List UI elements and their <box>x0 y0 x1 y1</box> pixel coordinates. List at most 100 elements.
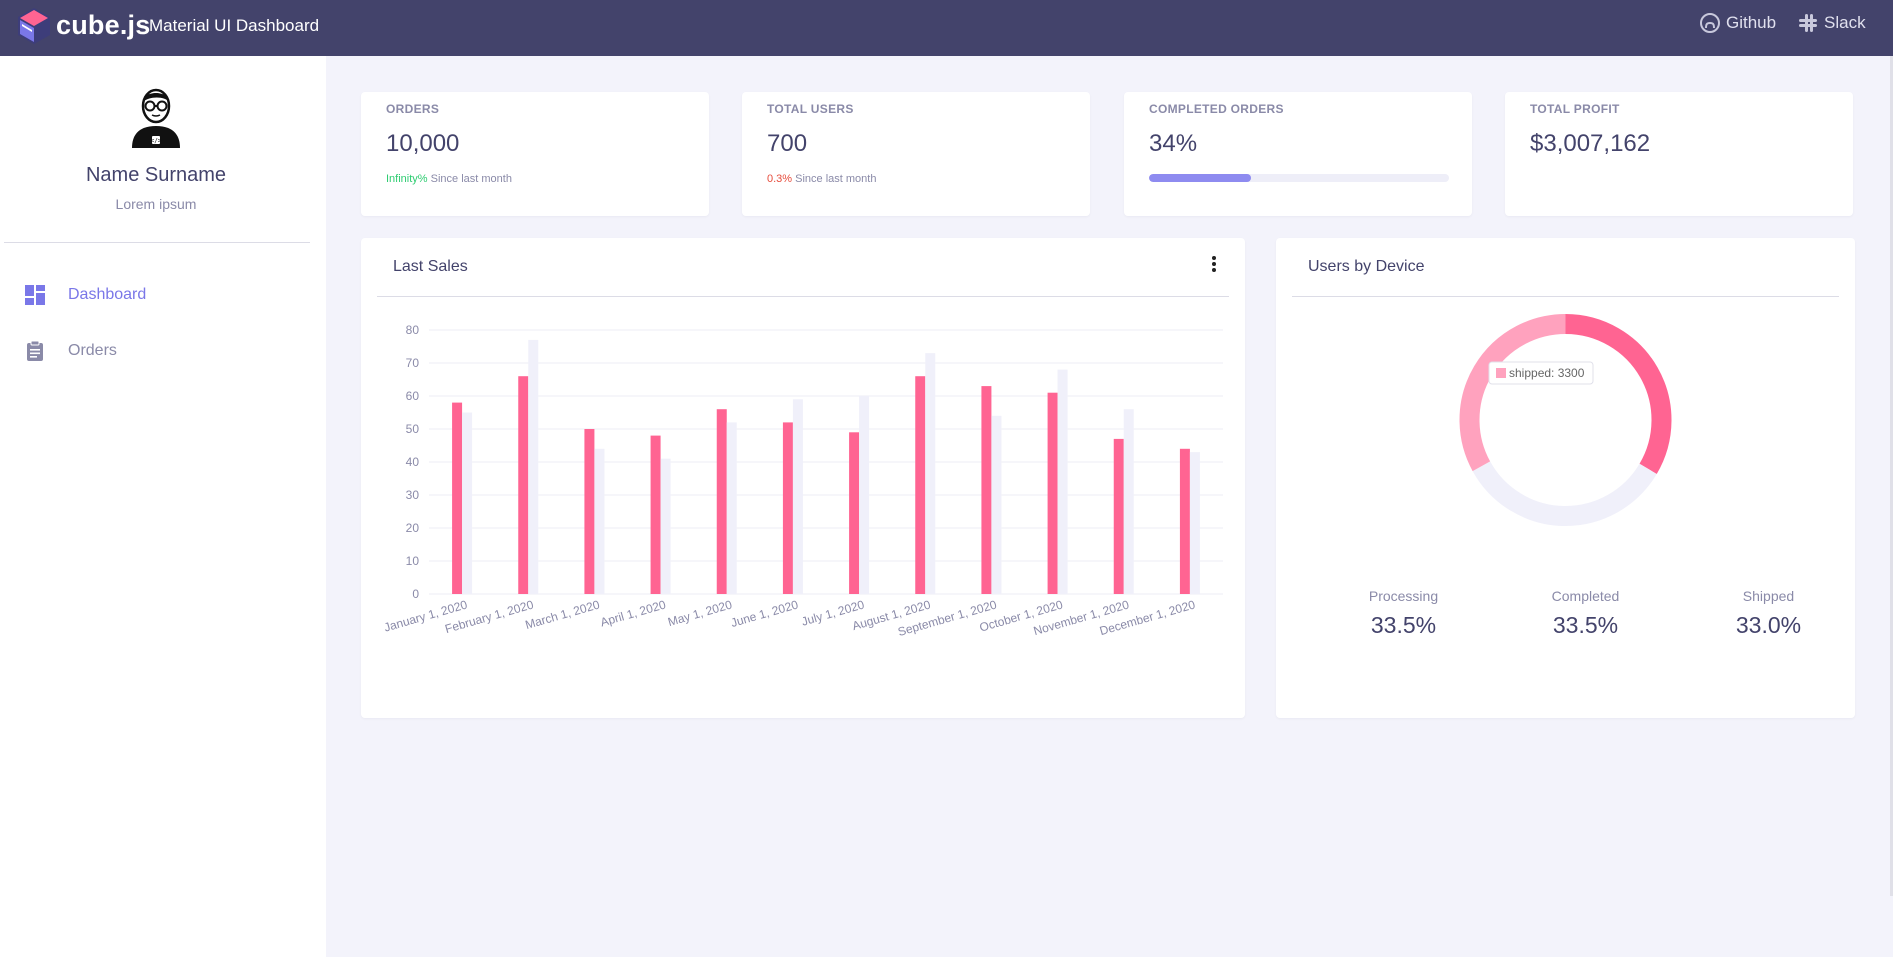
kpi-value: $3,007,162 <box>1530 130 1651 157</box>
brand-name[interactable]: cube.js <box>56 10 151 40</box>
bar-series-2[interactable] <box>462 412 473 595</box>
bar-series-2[interactable] <box>528 339 539 594</box>
sidebar-item-orders[interactable]: Orders <box>24 340 117 362</box>
bar-series-2[interactable] <box>859 396 870 594</box>
legend-value: 33.0% <box>1735 612 1802 638</box>
kpi-change-value: Infinity% <box>386 173 428 185</box>
svg-text:</>: </> <box>151 138 162 145</box>
slack-icon <box>1799 14 1817 32</box>
kpi-change: 0.3% Since last month <box>767 173 876 185</box>
panel-divider <box>377 296 1229 297</box>
last-sales-title: Last Sales <box>393 258 468 275</box>
bar-series-2[interactable] <box>991 415 1002 594</box>
app-title: Material UI Dashboard <box>149 16 320 35</box>
y-tick-label: 70 <box>406 356 420 370</box>
bar-series-1[interactable] <box>452 402 463 594</box>
kpi-change-note: Since last month <box>795 173 877 185</box>
kpi-card-orders: ORDERS 10,000 Infinity% Since last month <box>361 92 709 216</box>
user-name: Name Surname <box>85 164 227 186</box>
users-by-device-title: Users by Device <box>1308 258 1425 275</box>
completed-orders-progress <box>1149 174 1449 182</box>
tooltip-text: shipped: 3300 <box>1509 366 1585 380</box>
bar-series-2[interactable] <box>1189 452 1200 594</box>
bar-series-2[interactable] <box>594 448 605 594</box>
more-vert-icon[interactable] <box>1209 254 1219 274</box>
github-icon <box>1700 13 1720 33</box>
cubejs-logo-icon[interactable] <box>18 8 50 44</box>
legend-value: 33.5% <box>1370 612 1437 638</box>
legend-label: Processing <box>1368 588 1439 604</box>
legend-processing: Processing 33.5% <box>1312 588 1495 639</box>
y-tick-label: 60 <box>406 389 420 403</box>
slack-link-label: Slack <box>1824 13 1866 32</box>
slack-link[interactable]: Slack <box>1798 13 1866 33</box>
clipboard-icon <box>27 340 43 361</box>
kpi-label: TOTAL USERS <box>767 102 854 116</box>
legend-completed: Completed 33.5% <box>1494 588 1677 639</box>
sidebar-item-label: Orders <box>68 342 117 359</box>
bar-series-1[interactable] <box>518 376 529 594</box>
x-tick-label: March 1, 2020 <box>524 597 602 632</box>
bar-series-1[interactable] <box>849 432 860 594</box>
chart-tooltip: shipped: 3300 <box>1488 361 1594 385</box>
github-link-label: Github <box>1726 13 1777 32</box>
kpi-change-note: Since last month <box>430 173 512 185</box>
users-by-device-card: Users by Device shipped: 3300 Processing… <box>1276 238 1855 718</box>
bar-series-1[interactable] <box>1047 392 1058 594</box>
tooltip-swatch <box>1496 368 1506 378</box>
bar-series-1[interactable] <box>1113 438 1124 594</box>
bar-series-1[interactable] <box>782 422 793 594</box>
kpi-label: TOTAL PROFIT <box>1530 102 1620 116</box>
y-tick-label: 10 <box>406 554 420 568</box>
kpi-value: 10,000 <box>386 130 460 157</box>
x-tick-label: May 1, 2020 <box>666 597 734 629</box>
legend-label: Shipped <box>1742 588 1795 604</box>
bar-series-2[interactable] <box>792 399 803 594</box>
kpi-card-total-users: TOTAL USERS 700 0.3% Since last month <box>742 92 1090 216</box>
sidebar-divider <box>4 242 310 243</box>
last-sales-card: Last Sales 0 10 20 30 40 50 60 70 80 January 1, 2… <box>361 238 1245 718</box>
kpi-card-total-profit: TOTAL PROFIT $3,007,162 <box>1505 92 1853 216</box>
kpi-value: 34% <box>1149 130 1198 157</box>
bar-series-1[interactable] <box>1179 448 1190 594</box>
top-app-bar: cube.js Material UI Dashboard Github Sla… <box>0 0 1893 56</box>
kpi-label: COMPLETED ORDERS <box>1149 102 1284 116</box>
kpi-value: 700 <box>767 130 808 157</box>
progress-fill <box>1149 174 1251 182</box>
bar-series-2[interactable] <box>660 458 671 594</box>
bar-series-2[interactable] <box>925 353 936 594</box>
bar-series-2[interactable] <box>726 422 737 594</box>
bar-series-2[interactable] <box>1057 369 1068 594</box>
dashboard-icon <box>25 285 45 305</box>
kpi-label: ORDERS <box>386 102 440 116</box>
y-tick-label: 80 <box>406 323 420 337</box>
kpi-change-value: 0.3% <box>767 173 793 185</box>
panel-divider <box>1292 296 1839 297</box>
sidebar: </> Name Surname Lorem ipsum Dashboard O… <box>0 56 326 957</box>
legend-label: Completed <box>1551 588 1620 604</box>
x-tick-label: June 1, 2020 <box>729 597 800 630</box>
x-tick-label: April 1, 2020 <box>599 597 668 629</box>
y-tick-label: 0 <box>412 587 419 601</box>
y-tick-label: 30 <box>406 488 420 502</box>
bar-series-2[interactable] <box>1123 409 1134 594</box>
avatar: </> <box>132 88 180 148</box>
y-tick-label: 40 <box>406 455 420 469</box>
github-link[interactable]: Github <box>1700 13 1776 33</box>
bar-series-1[interactable] <box>584 429 595 594</box>
donut-slice-shipped[interactable] <box>1459 314 1566 472</box>
page-scrollbar[interactable] <box>1890 56 1893 896</box>
y-tick-label: 50 <box>406 422 420 436</box>
bar-series-1[interactable] <box>650 435 661 594</box>
donut-slice-processing[interactable] <box>1565 314 1672 474</box>
sidebar-item-dashboard[interactable]: Dashboard <box>24 284 146 306</box>
bar-series-1[interactable] <box>915 376 926 594</box>
bar-series-1[interactable] <box>981 386 992 594</box>
bar-series-1[interactable] <box>716 409 727 594</box>
kpi-change: Infinity% Since last month <box>386 173 512 185</box>
sidebar-item-label: Dashboard <box>68 286 147 303</box>
kpi-card-completed-orders: COMPLETED ORDERS 34% <box>1124 92 1472 216</box>
y-tick-label: 20 <box>406 521 420 535</box>
donut-slice-completed[interactable] <box>1472 461 1657 526</box>
